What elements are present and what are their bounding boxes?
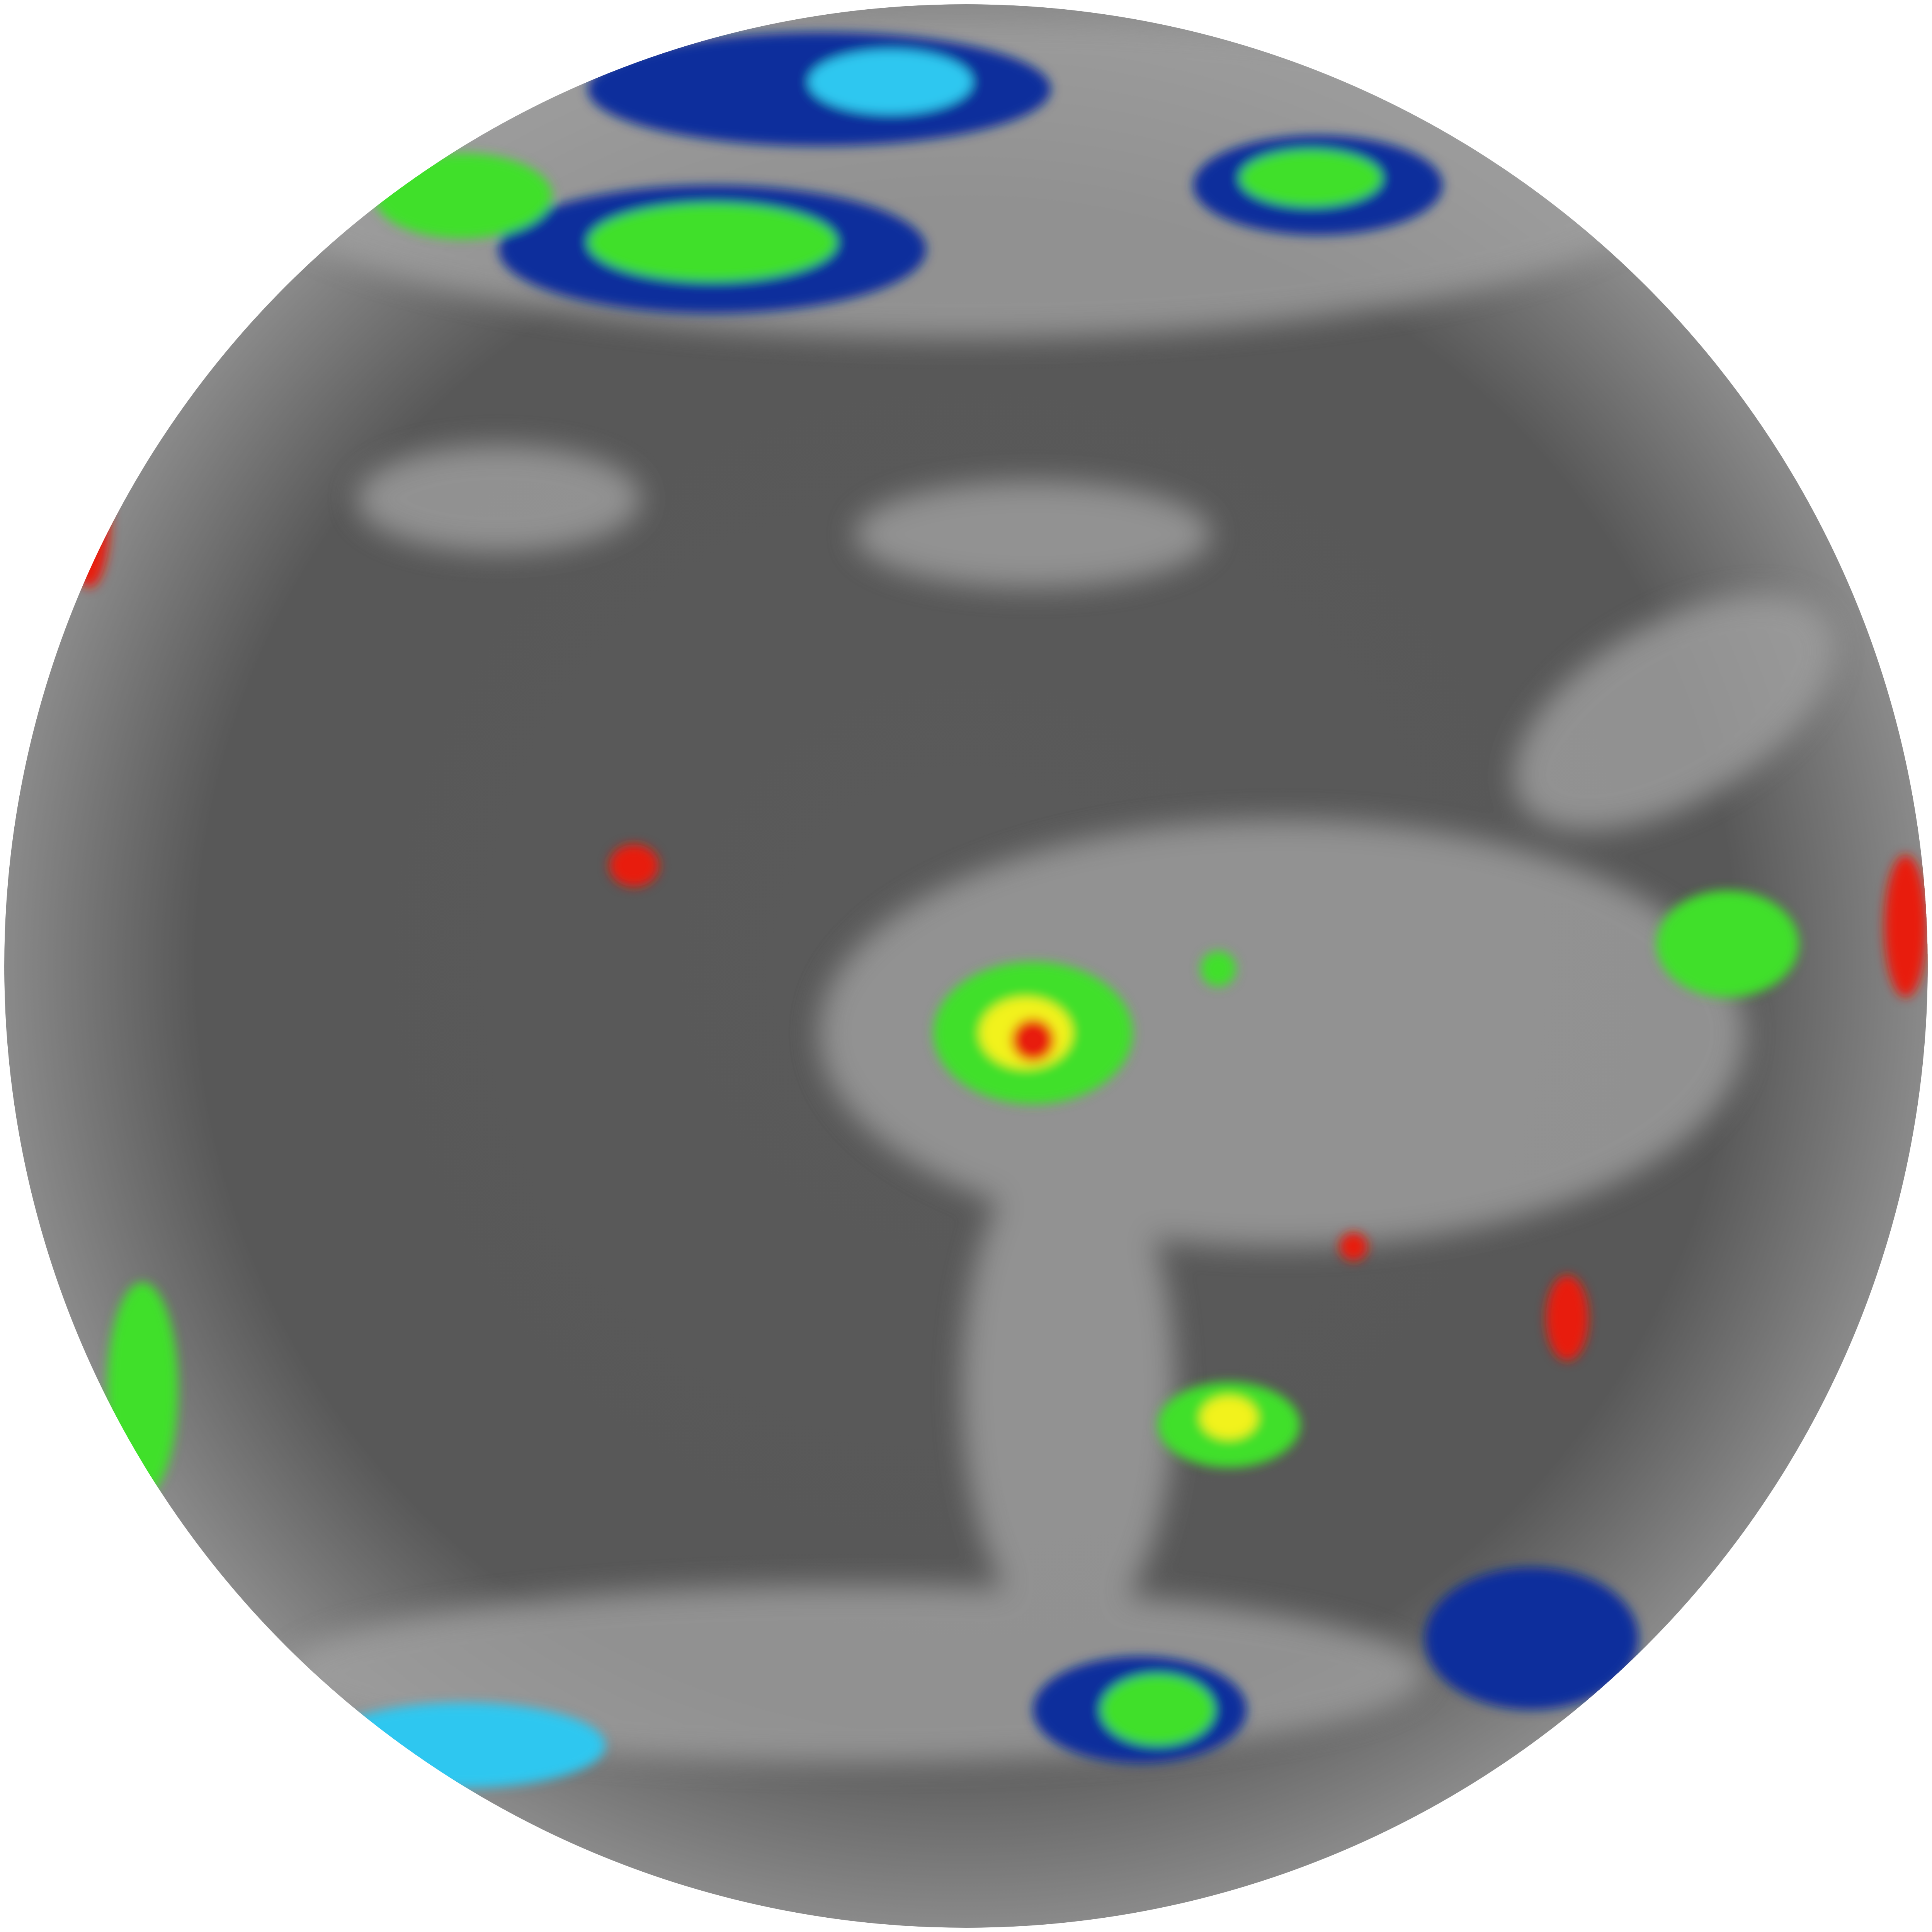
cold-cloud-tops <box>68 32 1927 1788</box>
